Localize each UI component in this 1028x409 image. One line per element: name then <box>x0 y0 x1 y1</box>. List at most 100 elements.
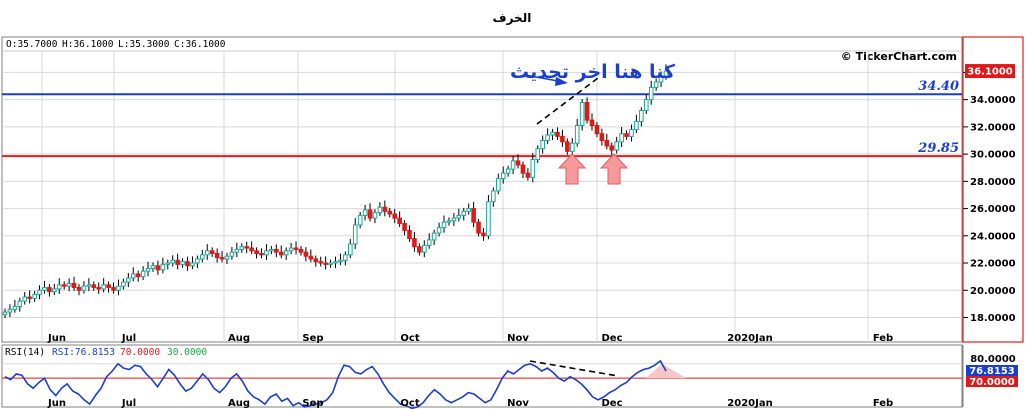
rsi-month-label: Sep <box>302 398 323 409</box>
annotation-note: كنا هنا اخر تحديث <box>510 61 676 83</box>
candle-body <box>214 253 220 259</box>
candle-body <box>61 284 67 287</box>
candle-body <box>525 172 531 178</box>
candle-body <box>535 148 541 161</box>
note-arrow-line <box>524 74 559 82</box>
candle-body <box>56 284 62 290</box>
candle-body <box>76 287 82 291</box>
candle-body <box>392 213 397 219</box>
candle-body <box>347 243 353 256</box>
candle-body <box>135 273 141 278</box>
candle-body <box>441 221 447 229</box>
candle-body <box>71 282 77 289</box>
candle-body <box>219 257 225 260</box>
candle-body <box>333 261 338 264</box>
candle-body <box>328 262 333 265</box>
month-label: Aug <box>228 333 250 344</box>
candle-body <box>204 250 210 256</box>
candle-body <box>569 142 575 152</box>
candle-body <box>584 101 590 121</box>
candle-body <box>500 172 506 180</box>
candle-body <box>190 262 195 267</box>
candle-body <box>249 247 254 252</box>
candle-body <box>421 244 427 253</box>
candle-body <box>42 287 47 291</box>
candle-body <box>643 99 649 112</box>
trendline-rsi <box>529 360 619 377</box>
candle-body <box>313 258 319 263</box>
up-arrow-marker <box>557 153 587 185</box>
candle-body <box>234 248 240 253</box>
candle-body <box>540 139 545 150</box>
price-tick-label: 30.0000 <box>970 150 1016 161</box>
candle-body <box>565 141 570 152</box>
candle-body <box>303 251 309 257</box>
candle-body <box>47 287 52 293</box>
candle-body <box>550 131 555 136</box>
month-label: Feb <box>873 333 893 344</box>
candle-body <box>111 287 116 291</box>
month-label: Dec <box>601 333 622 344</box>
rsi-month-label: Nov <box>507 398 529 409</box>
price-panel[interactable] <box>1 36 963 343</box>
candle-body <box>446 220 452 223</box>
rsi-name: RSI(14) <box>5 347 45 358</box>
month-label: Sep <box>302 333 323 344</box>
month-label: Oct <box>400 333 419 344</box>
candle-body <box>165 262 171 265</box>
candle-body <box>658 76 664 83</box>
rsi-panel[interactable] <box>1 344 963 408</box>
candle-body <box>456 214 462 219</box>
candle-body <box>387 210 393 215</box>
candle-body <box>264 250 269 256</box>
candle-body <box>175 259 180 265</box>
candle-body <box>466 208 471 212</box>
candle-body <box>476 221 481 234</box>
rsi-overbought-text: 70.0000 <box>120 347 160 358</box>
candle-body <box>293 247 299 250</box>
candle-body <box>170 259 176 264</box>
rsi-value-box <box>966 365 1018 376</box>
candle-body <box>530 159 536 178</box>
candle-body <box>200 254 205 260</box>
candle-body <box>140 270 146 278</box>
candle-body <box>7 308 13 313</box>
ohlc-readout: O:35.7000 H:36.1000 L:35.3000 C:36.1000 <box>6 39 226 50</box>
candles <box>2 64 669 319</box>
rsi-axis: 80.0000 76.8153 70.0000 <box>966 354 1018 388</box>
candle-body <box>106 284 111 289</box>
candle-body <box>185 261 190 267</box>
rsi-value-text: RSI:76.8153 <box>52 347 115 358</box>
candle-body <box>639 110 644 122</box>
candle-body <box>367 209 373 219</box>
candle-body <box>555 131 560 137</box>
candle-body <box>27 296 32 299</box>
candle-body <box>451 217 457 222</box>
candle-body <box>101 284 106 290</box>
last-price-label: 36.1000 <box>967 67 1013 78</box>
price-tick-label: 32.0000 <box>970 122 1016 133</box>
candle-body <box>505 168 511 174</box>
candle-body <box>574 125 580 144</box>
price-tick-label: 26.0000 <box>970 204 1016 215</box>
ohlc-low: L:35.3000 <box>118 39 170 50</box>
candle-body <box>663 70 669 78</box>
rsi-oversold-text: 30.0000 <box>167 347 207 358</box>
month-label: Jul <box>121 333 136 344</box>
candle-body <box>32 293 37 299</box>
candle-body <box>407 229 412 240</box>
candle-body <box>362 209 368 216</box>
candle-body <box>278 251 284 256</box>
candle-body <box>318 261 324 264</box>
candle-body <box>624 133 629 137</box>
candle-body <box>209 250 215 255</box>
annotation: كنا هنا اخر تحديث <box>510 61 676 125</box>
candle-body <box>17 300 23 308</box>
candle-body <box>461 210 467 216</box>
right-scale-outline <box>962 36 1024 343</box>
candle-body <box>579 101 585 127</box>
rsi-month-label: Jul <box>121 398 136 409</box>
candle-body <box>604 139 610 147</box>
chart-title: الخرف <box>493 11 532 25</box>
